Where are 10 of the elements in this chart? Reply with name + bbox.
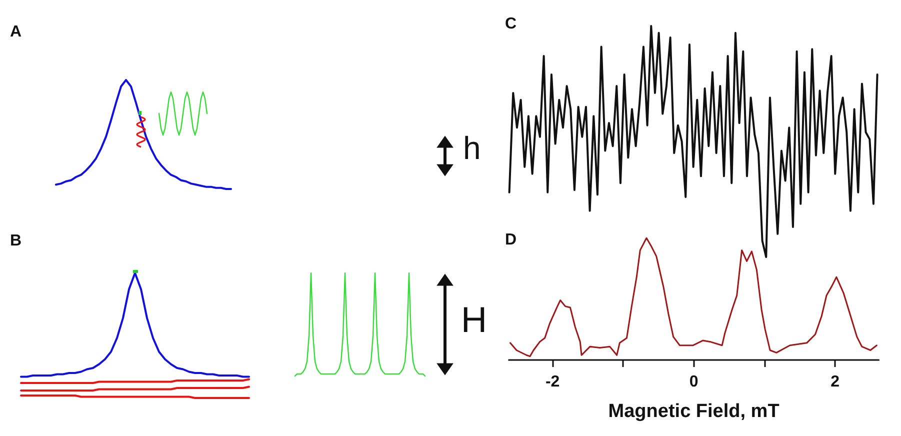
chart-title: C — [505, 16, 517, 32]
x-tick-label: -2 — [545, 374, 560, 390]
text: H — [461, 299, 487, 340]
x-tick-label: 0 — [689, 374, 698, 390]
x-axis-title: Magnetic Field, mT — [608, 401, 780, 422]
chart-title: B — [10, 232, 22, 250]
chart-title: D — [505, 232, 517, 248]
chart-title: A — [10, 24, 22, 40]
text: h — [463, 130, 481, 166]
x-tick-label: 2 — [830, 374, 840, 390]
